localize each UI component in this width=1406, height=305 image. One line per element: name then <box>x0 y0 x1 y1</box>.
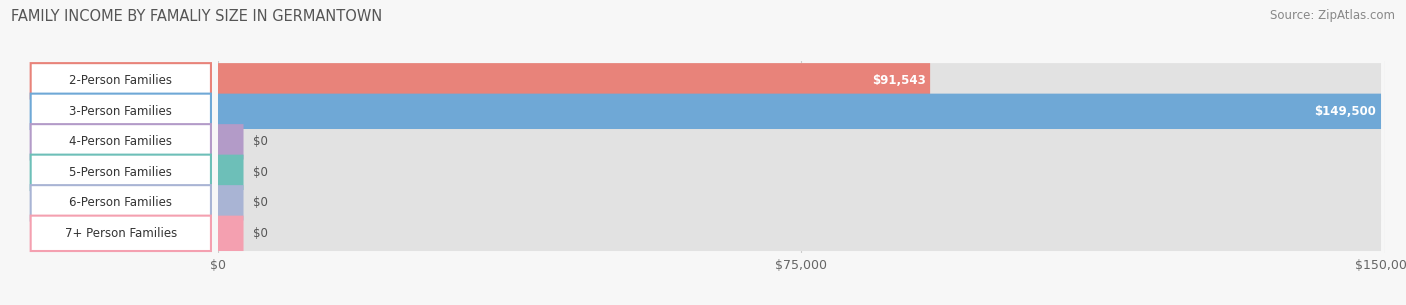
Text: 4-Person Families: 4-Person Families <box>69 135 173 148</box>
Text: Source: ZipAtlas.com: Source: ZipAtlas.com <box>1270 9 1395 22</box>
FancyBboxPatch shape <box>218 185 1381 221</box>
Text: 5-Person Families: 5-Person Families <box>69 166 173 179</box>
Text: $149,500: $149,500 <box>1315 105 1376 118</box>
Text: $91,543: $91,543 <box>872 74 925 87</box>
FancyBboxPatch shape <box>31 94 211 129</box>
FancyBboxPatch shape <box>31 216 211 251</box>
Text: 3-Person Families: 3-Person Families <box>69 105 173 118</box>
Text: $0: $0 <box>253 196 267 209</box>
FancyBboxPatch shape <box>218 216 1381 251</box>
FancyBboxPatch shape <box>218 94 1381 129</box>
Text: 6-Person Families: 6-Person Families <box>69 196 173 209</box>
FancyBboxPatch shape <box>31 155 211 190</box>
Text: $0: $0 <box>253 166 267 179</box>
FancyBboxPatch shape <box>218 185 243 221</box>
Text: $0: $0 <box>253 227 267 240</box>
FancyBboxPatch shape <box>218 155 243 190</box>
FancyBboxPatch shape <box>218 124 243 160</box>
FancyBboxPatch shape <box>218 63 1381 99</box>
FancyBboxPatch shape <box>218 155 1381 190</box>
Text: 2-Person Families: 2-Person Families <box>69 74 173 87</box>
FancyBboxPatch shape <box>218 63 931 99</box>
FancyBboxPatch shape <box>31 63 211 99</box>
Text: $0: $0 <box>253 135 267 148</box>
FancyBboxPatch shape <box>218 124 1381 160</box>
Text: FAMILY INCOME BY FAMALIY SIZE IN GERMANTOWN: FAMILY INCOME BY FAMALIY SIZE IN GERMANT… <box>11 9 382 24</box>
FancyBboxPatch shape <box>31 124 211 160</box>
Text: 7+ Person Families: 7+ Person Families <box>65 227 177 240</box>
FancyBboxPatch shape <box>218 94 1381 129</box>
FancyBboxPatch shape <box>218 216 243 251</box>
FancyBboxPatch shape <box>31 185 211 221</box>
